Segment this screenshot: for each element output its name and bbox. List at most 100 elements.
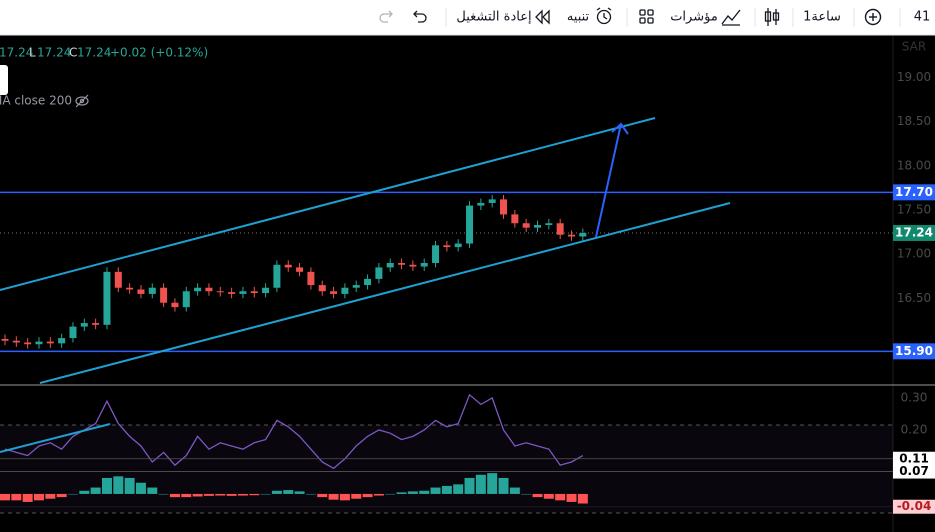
- histogram-bar: [419, 490, 430, 494]
- candle-body: [69, 326, 77, 339]
- arrow-head: [611, 122, 629, 135]
- indicators-icon[interactable]: [721, 9, 741, 26]
- histogram-bar: [453, 484, 464, 494]
- side-toggle[interactable]: [0, 65, 8, 95]
- toolbar: [0, 0, 935, 35]
- indicator-trendline[interactable]: [0, 423, 111, 453]
- alert-button[interactable]: تنبيه: [567, 10, 590, 25]
- channel-upper[interactable]: [0, 117, 656, 291]
- candle-body: [352, 285, 360, 288]
- indicators-button[interactable]: مؤشرات: [670, 10, 718, 25]
- candle-body: [137, 289, 145, 294]
- y-tick-label: 17.50: [897, 203, 931, 217]
- candle-body: [307, 271, 315, 286]
- replay-icon[interactable]: [535, 9, 550, 25]
- histogram-bar: [147, 487, 158, 494]
- indicator-tag: [893, 499, 935, 514]
- histogram-bar: [577, 493, 588, 504]
- histogram-bar: [407, 491, 418, 494]
- candle-body: [398, 262, 406, 265]
- hide-icon[interactable]: [75, 94, 89, 108]
- histogram-bar: [135, 482, 146, 494]
- channel-lower[interactable]: [39, 202, 731, 384]
- histogram-bar: [283, 490, 294, 494]
- candle-body: [80, 323, 88, 327]
- undo-button[interactable]: [413, 10, 427, 23]
- candle-body: [454, 243, 462, 248]
- chart-area: [0, 36, 935, 532]
- indicator-tag-label: 0.07: [899, 464, 929, 478]
- candle-body: [92, 323, 100, 325]
- candle-body: [273, 264, 281, 288]
- candle-body: [1, 338, 9, 341]
- histogram-bar: [11, 493, 22, 501]
- replay-button[interactable]: إعادة التشغيل: [456, 10, 531, 25]
- candle-body: [443, 245, 451, 248]
- histogram-bar: [237, 493, 248, 496]
- alert-icon[interactable]: [596, 7, 612, 25]
- candle-body: [148, 287, 156, 294]
- histogram-bar: [101, 477, 112, 494]
- level-tag: [893, 184, 935, 201]
- histogram-bar: [56, 493, 67, 498]
- candle-body: [160, 287, 168, 303]
- candle-body: [114, 271, 122, 288]
- histogram-bar: [464, 477, 475, 494]
- candle-body: [330, 291, 338, 294]
- histogram-bar: [373, 493, 384, 496]
- histogram-bar: [181, 493, 192, 498]
- arrow[interactable]: [595, 123, 622, 238]
- histogram-bar: [487, 473, 498, 494]
- y-tick-label: 18.00: [897, 158, 931, 172]
- candle-body: [228, 292, 236, 294]
- candle-body: [58, 338, 66, 344]
- candle-body: [126, 287, 134, 290]
- y-tick-label: 18.50: [897, 114, 931, 128]
- candle-body: [171, 302, 179, 308]
- templates-button[interactable]: [639, 9, 654, 24]
- candle-body: [341, 287, 349, 294]
- candle-body: [262, 287, 270, 294]
- add-button[interactable]: [864, 8, 882, 26]
- symbol-count[interactable]: 41: [914, 10, 931, 25]
- histogram-bar: [509, 487, 520, 494]
- histogram-bar: [113, 476, 124, 494]
- candle-body: [239, 291, 247, 294]
- histogram-bar: [317, 493, 328, 498]
- chart-type-button[interactable]: [764, 8, 780, 26]
- histogram-bar: [441, 485, 452, 494]
- redo-button[interactable]: [379, 10, 393, 23]
- histogram-bar: [475, 474, 486, 494]
- drawings: [0, 117, 731, 453]
- histogram-bar: [45, 493, 56, 499]
- candle-body: [250, 291, 258, 294]
- histogram-bar: [305, 493, 316, 495]
- last-price-tag: [893, 224, 935, 241]
- level-tag: [893, 343, 935, 360]
- legend-open: 17.24: [0, 46, 33, 60]
- candle-body: [24, 342, 32, 345]
- y-tick-label: 17.00: [897, 247, 931, 261]
- candle-body: [364, 278, 372, 286]
- legend-close-label: C: [69, 46, 77, 60]
- y-tick-label: 19.00: [897, 70, 931, 84]
- candle-body: [205, 287, 213, 292]
- histogram-bar: [124, 477, 135, 494]
- histogram-bar: [22, 493, 33, 502]
- legend-change: +0.02 (+0.12%): [110, 46, 208, 60]
- interval[interactable]: 1ساعة: [803, 10, 841, 25]
- candle-body: [477, 202, 485, 206]
- histogram-bar: [271, 490, 282, 494]
- histogram-bar: [158, 493, 169, 495]
- candle-body: [579, 232, 587, 237]
- candle-body: [556, 223, 564, 235]
- histogram-bar: [67, 493, 78, 495]
- candle-body: [511, 214, 519, 224]
- histogram-bar: [521, 493, 532, 495]
- y-tick-label: 16.50: [897, 291, 931, 305]
- histogram-bar: [532, 493, 543, 498]
- histogram-bar: [215, 493, 226, 496]
- candle-body: [318, 285, 326, 292]
- last-price-label: 17.24: [895, 225, 933, 239]
- histogram-bar: [0, 493, 10, 501]
